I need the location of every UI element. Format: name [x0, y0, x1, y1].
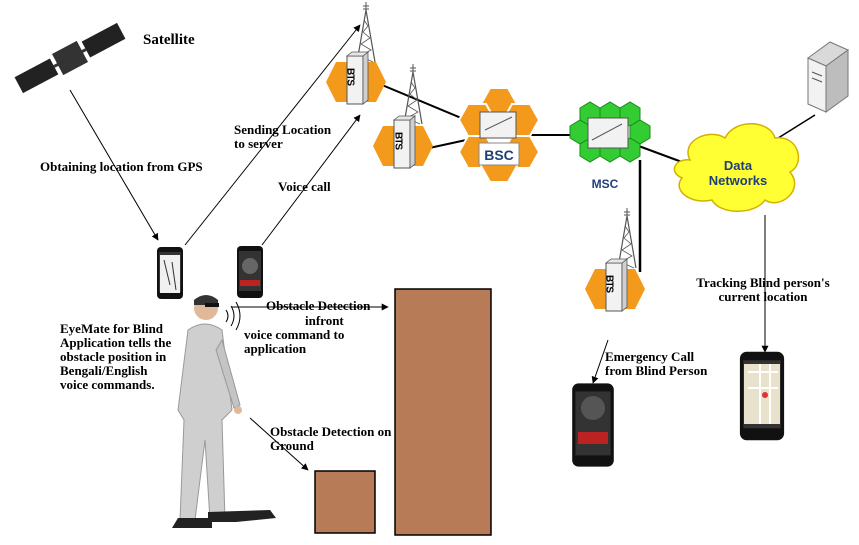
obstacle-ground-label: Obstacle Detection on Ground [270, 424, 392, 453]
data-networks-label: Data Networks [708, 158, 768, 188]
eyemate-label: EyeMate for Blind Application tells the … [60, 321, 172, 392]
obstacle-front-label-2: infront [305, 313, 344, 328]
phone-icon [572, 383, 614, 467]
voice-call-label: Voice call [278, 179, 331, 194]
satellite-icon [14, 22, 126, 94]
bts-icon [325, 51, 387, 105]
bts-label: BTS [604, 275, 615, 293]
bts-label: BTS [393, 132, 404, 150]
server-icon [807, 41, 849, 113]
cloud-icon [673, 123, 800, 212]
obstacle-ground [314, 470, 376, 534]
gps-label: Obtaining location from GPS [40, 159, 203, 174]
bts-label: BTS [345, 68, 356, 86]
bsc-label: BSC [484, 147, 514, 163]
satellite-label: Satellite [143, 32, 195, 48]
msc-label: MSC [592, 177, 619, 191]
speaker-icon [225, 301, 241, 331]
person-icon [172, 295, 276, 528]
obstacle-front-label-1: Obstacle Detection [266, 298, 371, 313]
emergency-label: Emergency Call from Blind Person [605, 349, 708, 378]
voice-command-label: voice command to application [244, 327, 345, 356]
sending-location-label: Sending Location to server [234, 122, 332, 151]
tracking-label: Tracking Blind person's current location [696, 275, 830, 304]
bsc-icon [457, 87, 541, 183]
obstacle-front [394, 288, 492, 536]
tower-icon [403, 63, 423, 125]
